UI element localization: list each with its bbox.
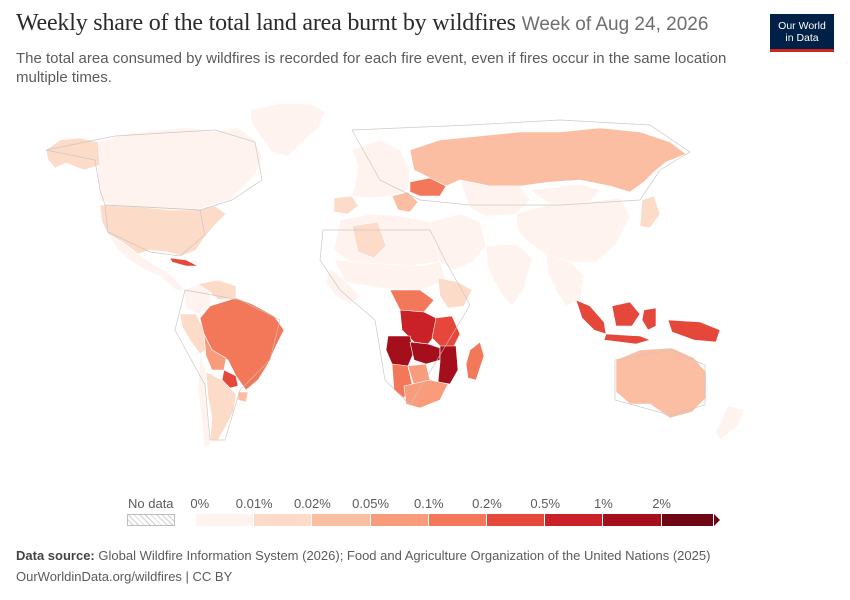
region-zambia[interactable]	[409, 341, 441, 365]
region-china[interactable]	[515, 197, 631, 263]
region-new-guinea[interactable]	[667, 319, 721, 343]
region-south-africa[interactable]	[403, 379, 449, 409]
legend-swatch-2[interactable]	[312, 514, 371, 526]
owid-logo[interactable]: Our World in Data	[770, 14, 834, 52]
region-central-america[interactable]	[155, 269, 185, 291]
legend-label-1: 0.01%	[235, 496, 273, 511]
data-source-text: Global Wildfire Information System (2026…	[98, 548, 711, 563]
region-ethiopia[interactable]	[437, 277, 473, 309]
legend-label-8: 2%	[652, 496, 671, 511]
region-greenland[interactable]	[249, 103, 326, 157]
legend-no-data-label: No data	[128, 496, 174, 511]
world-map	[45, 103, 745, 447]
region-iberia[interactable]	[333, 195, 359, 215]
region-central-asia[interactable]	[459, 179, 531, 217]
footer-link[interactable]: OurWorldinData.org/wildfires | CC BY	[16, 569, 233, 584]
region-angola[interactable]	[385, 335, 415, 367]
region-central-african-republic[interactable]	[389, 289, 435, 313]
region-north-africa[interactable]	[333, 213, 441, 267]
region-sumatra[interactable]	[575, 299, 607, 335]
region-borneo[interactable]	[611, 301, 641, 327]
region-chile[interactable]	[197, 353, 211, 447]
legend-swatch-7[interactable]	[603, 514, 662, 526]
region-algeria[interactable]	[351, 221, 387, 259]
legend-swatch-8[interactable]	[661, 514, 714, 526]
legend-label-4: 0.1%	[413, 496, 444, 511]
region-western-europe[interactable]	[351, 139, 411, 199]
legend-label-5: 0.2%	[472, 496, 502, 511]
region-alaska[interactable]	[45, 137, 101, 171]
region-india[interactable]	[485, 243, 533, 307]
region-middle-east[interactable]	[429, 213, 487, 271]
logo-line-2: in Data	[785, 32, 819, 44]
legend-swatch-0[interactable]	[196, 514, 255, 526]
map-regions	[45, 103, 745, 447]
region-southeast-asia[interactable]	[545, 253, 585, 307]
legend-swatch-5[interactable]	[487, 514, 546, 526]
region-cuba[interactable]	[169, 257, 199, 267]
region-russia[interactable]	[409, 127, 687, 193]
legend-swatch-1[interactable]	[254, 514, 313, 526]
logo-line-1: Our World	[778, 20, 826, 32]
legend-swatch-3[interactable]	[370, 514, 429, 526]
region-java[interactable]	[603, 333, 651, 345]
legend-swatch-6[interactable]	[545, 514, 604, 526]
region-peru[interactable]	[179, 313, 209, 355]
data-source: Data source: Global Wildfire Information…	[16, 548, 710, 563]
region-madagascar[interactable]	[465, 341, 485, 381]
region-new-zealand[interactable]	[715, 405, 745, 441]
region-dr-congo[interactable]	[399, 309, 437, 345]
region-australia[interactable]	[615, 347, 707, 419]
region-japan[interactable]	[639, 195, 661, 229]
region-mozambique[interactable]	[437, 345, 459, 385]
legend-label-7: 1%	[593, 496, 613, 511]
legend-arrow-tip	[713, 514, 720, 526]
legend-label-6: 0.5%	[530, 496, 561, 511]
chart-title: Weekly share of the total land area burn…	[16, 10, 516, 36]
region-argentina[interactable]	[205, 371, 237, 441]
region-sahel[interactable]	[333, 259, 447, 291]
legend-label-2: 0.02%	[293, 496, 331, 511]
legend-swatch-4[interactable]	[428, 514, 487, 526]
chart-header: Weekly share of the total land area burn…	[16, 10, 756, 37]
legend-label-3: 0.05%	[352, 496, 390, 511]
legend-label-0: 0%	[190, 496, 210, 511]
data-source-prefix: Data source:	[16, 548, 95, 563]
map-borders-hint	[45, 119, 706, 441]
region-uruguay[interactable]	[237, 391, 249, 403]
region-canada[interactable]	[97, 127, 263, 211]
color-legend: No data 0% 0.01% 0.02% 0.05% 0.1% 0.2% 0.5% 1% 2…	[0, 496, 850, 536]
region-sulawesi[interactable]	[641, 307, 657, 331]
region-balkans[interactable]	[391, 191, 419, 213]
region-west-africa[interactable]	[325, 267, 361, 305]
region-mongolia[interactable]	[529, 183, 601, 205]
chart-date[interactable]: Week of Aug 24, 2026	[521, 14, 709, 35]
chart-subtitle: The total area consumed by wildfires is …	[16, 50, 727, 86]
region-paraguay[interactable]	[221, 369, 239, 389]
legend-no-data-swatch[interactable]	[127, 514, 175, 526]
